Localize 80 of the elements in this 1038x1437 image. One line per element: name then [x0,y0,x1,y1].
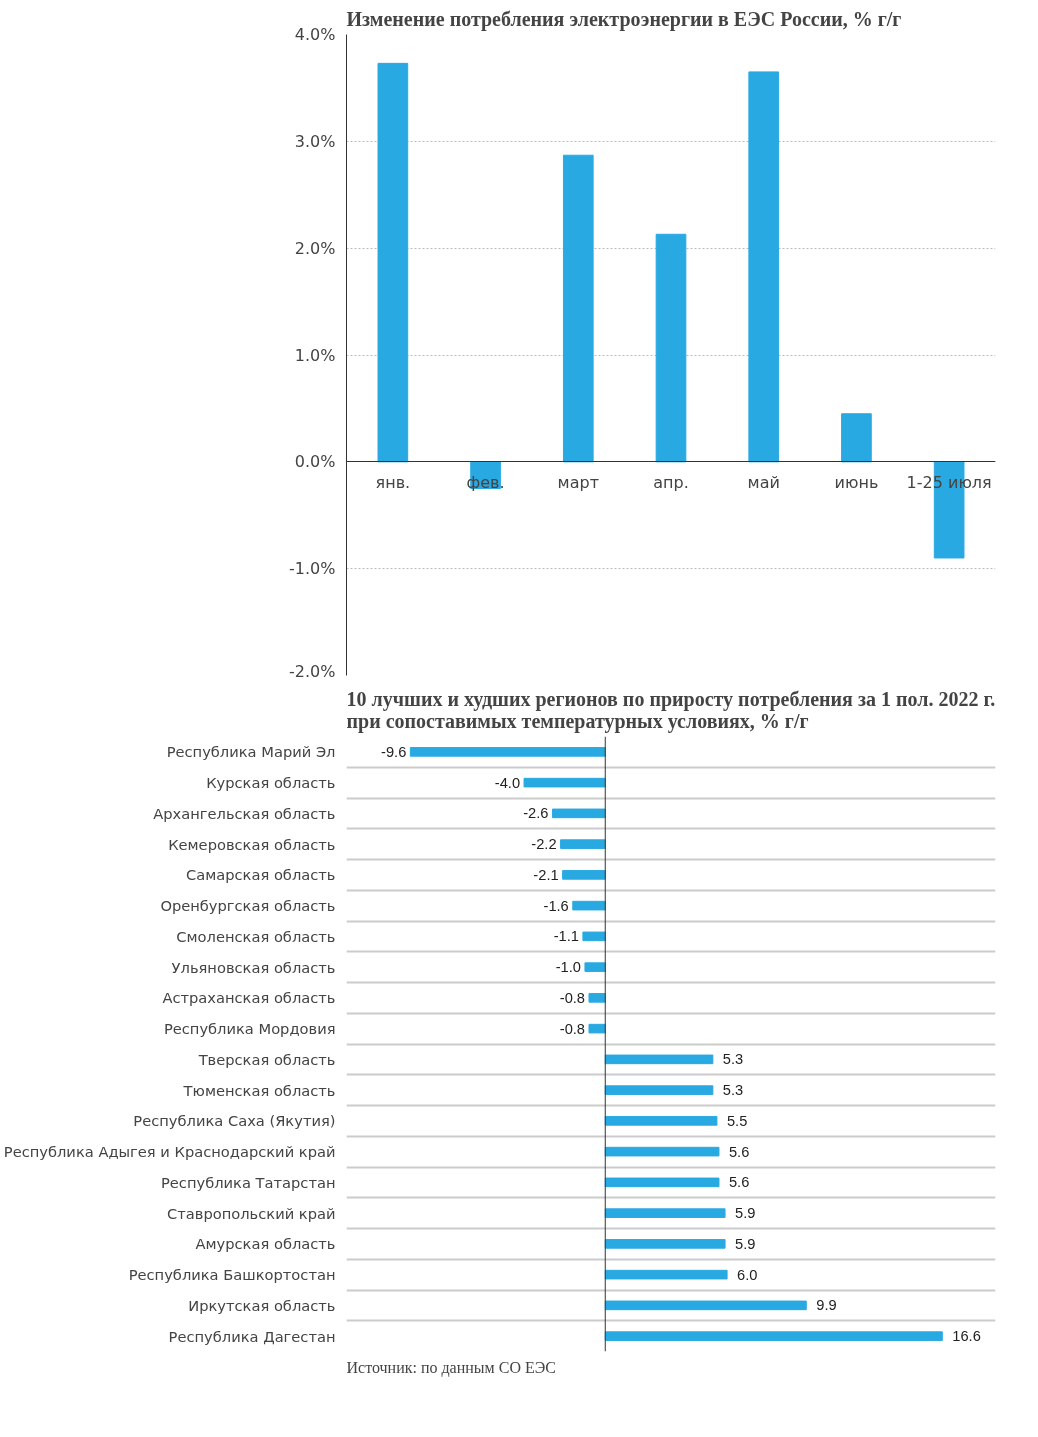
bar [562,870,606,880]
y-tick-label: 1.0% [294,345,336,365]
x-tick-label: март [557,472,599,492]
y-tick-label: 2.0% [294,238,336,258]
bar [604,1331,943,1341]
text: Источник: по данным СО ЕЭС [346,1358,556,1377]
x-tick-label: апр. [653,472,689,492]
data-label: 5.5 [726,1112,748,1129]
bar [582,931,606,942]
y-tick-label: Республика Татарстан [160,1173,336,1191]
y-tick-label: Республика Марий Эл [166,743,336,761]
data-label: 5.6 [728,1143,750,1160]
y-tick-label: Тюменская область [182,1081,336,1099]
y-tick-label: Кемеровская область [168,835,336,853]
data-label: -1.1 [553,928,579,945]
y-tick-label: Ульяновская область [171,958,336,976]
x-tick-label: янв. [375,472,411,492]
chart-title: 10 лучших и худших регионов по приросту потребления за 1 пол. 2022 г. при сопоставимых температурных условиях, % г/г [346,687,996,733]
data-label: -9.6 [381,743,407,760]
data-label: -2.1 [533,866,559,883]
y-tick-label: Республика Башкортостан [128,1266,336,1284]
y-tick-label: Смоленская область [176,927,336,945]
y-tick-label: Оренбургская область [160,897,336,915]
bar [562,154,594,463]
bar [604,1177,720,1188]
y-tick-label: 4.0% [294,25,336,44]
bar [588,1023,606,1034]
bar [584,962,606,972]
y-tick-label: Республика Мордовия [163,1020,336,1038]
y-tick-label: Тверская область [197,1050,336,1068]
y-tick-label: Республика Адыгея и Краснодарский край [3,1143,336,1161]
data-label: -2.6 [523,805,549,822]
bar [655,233,687,463]
bar [551,808,606,819]
data-label: 9.9 [816,1297,837,1314]
bar [588,993,606,1003]
y-tick-label: -2.0% [289,661,336,681]
bar [409,747,606,757]
data-label: 6.0 [737,1266,758,1283]
y-tick-label: -1.0% [289,559,336,579]
bar [604,1269,728,1280]
data-label: 5.3 [722,1051,744,1068]
data-label: -2.2 [531,836,557,853]
data-label: -4.0 [494,774,521,791]
bar [841,413,872,463]
bar [604,1054,714,1065]
y-tick-label: Республика Саха (Якутия) [133,1112,336,1130]
bar [604,1085,714,1095]
data-label: 16.6 [952,1328,981,1345]
data-label: -0.8 [559,1020,586,1037]
bar [604,1300,807,1311]
y-tick-label: Архангельская область [153,804,336,822]
data-label: 5.9 [735,1235,756,1252]
y-tick-label: Курская область [206,774,336,792]
data-label: 5.3 [722,1082,744,1099]
data-label: -1.6 [543,897,569,914]
y-tick-label: Амурская область [195,1235,336,1253]
y-tick-label: Республика Дагестан [168,1327,336,1345]
y-tick-label: Ставропольский край [167,1204,336,1222]
y-tick-label: Иркутская область [188,1296,336,1314]
bar [377,62,409,463]
bar [604,1116,718,1126]
y-tick-label: 0.0% [294,452,336,472]
data-label: 5.9 [735,1205,756,1222]
y-tick-label: Астраханская область [162,989,336,1007]
bar [572,900,606,911]
bar [604,1146,720,1157]
bar [748,71,780,463]
data-label: -1.0 [555,959,581,976]
chart-title: Изменение потребления электроэнергии в ЕЭС России, % г/г [346,7,902,31]
x-tick-label: июнь [834,472,879,492]
bar [604,1239,726,1249]
y-tick-label: Самарская область [185,866,336,884]
data-label: -0.8 [559,989,586,1006]
y-tick-label: 3.0% [294,131,336,151]
bar [604,1208,726,1218]
data-label: 5.6 [728,1174,750,1191]
bar [523,777,606,788]
bar [560,839,606,849]
x-tick-label: май [747,472,780,492]
